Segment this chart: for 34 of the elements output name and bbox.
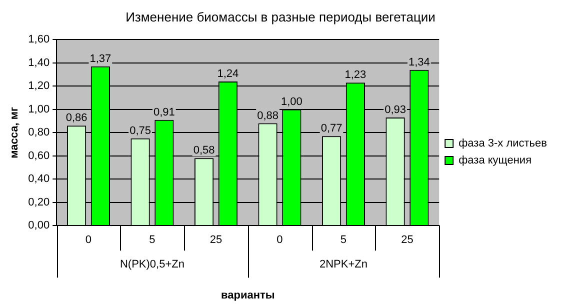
y-tick-label: 0,40 xyxy=(28,173,50,186)
legend-label: фаза кущения xyxy=(458,154,532,167)
text: N(PK)0,5+Zn xyxy=(120,258,184,271)
data-label: 0,93 xyxy=(384,104,406,116)
data-label: 1,24 xyxy=(217,68,239,80)
data-label: 0,77 xyxy=(320,122,342,135)
data-label: 0,86 xyxy=(66,112,88,124)
x-tick-label: 0 xyxy=(276,234,283,246)
data-label: 1,34 xyxy=(408,56,430,68)
y-tick-label: 0,80 xyxy=(28,126,50,139)
data-label: 1,37 xyxy=(90,52,112,65)
data-label: 0,91 xyxy=(153,106,175,118)
y-tick-label: 0,60 xyxy=(28,150,50,162)
chart-title: Изменение биомассы в разные периоды вегетации xyxy=(126,9,436,24)
y-tick-label: 1,60 xyxy=(28,34,50,46)
y-tick-label: 1,40 xyxy=(28,56,50,69)
data-label: 0,75 xyxy=(130,124,151,137)
y-tick-label: 0,20 xyxy=(28,196,50,208)
data-label: 0,58 xyxy=(193,144,215,157)
data-label: 1,23 xyxy=(344,69,366,82)
y-tick-label: 0,00 xyxy=(28,220,50,232)
y-tick-label: 1,20 xyxy=(28,80,50,92)
x-axis-title: варианты xyxy=(220,289,275,302)
x-tick-label: 0 xyxy=(85,234,92,246)
x-tick-label: 5 xyxy=(340,234,347,246)
x-tick-label: 25 xyxy=(210,234,222,246)
data-label: 0,88 xyxy=(257,110,278,122)
data-label: 1,00 xyxy=(280,96,302,108)
y-tick-label: 1,00 xyxy=(28,103,50,116)
x-tick-label: 5 xyxy=(149,234,156,246)
x-tick-label: 25 xyxy=(401,234,414,246)
y-axis-title: масса, мг xyxy=(8,106,21,158)
text: 2NPK+Zn xyxy=(319,258,368,271)
legend-label: фаза 3-х листьев xyxy=(458,138,548,150)
